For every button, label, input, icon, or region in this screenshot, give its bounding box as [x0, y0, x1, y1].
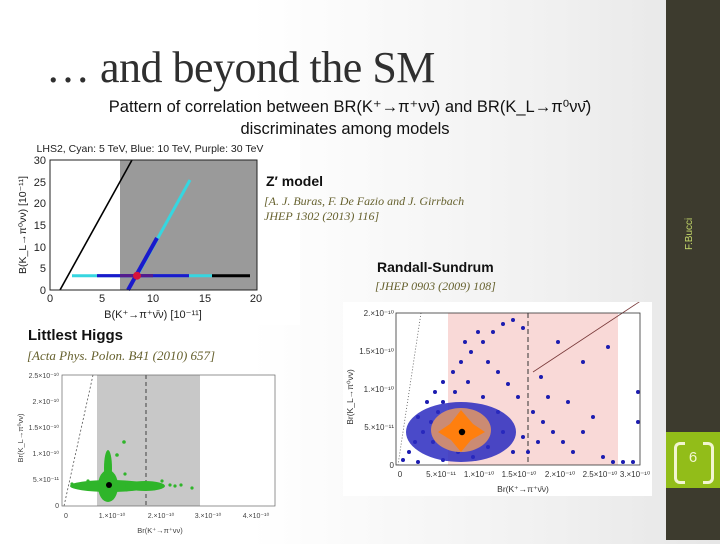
zprime-xlabel: B(K⁺→π⁺ν̄ν) [10⁻¹¹]	[104, 309, 202, 321]
svg-text:0: 0	[40, 285, 46, 297]
rs-xlabel: Br(K⁺→π⁺ν̄ν)	[497, 484, 549, 494]
lh-reference: [Acta Phys. Polon. B41 (2010) 657]	[27, 348, 216, 363]
svg-text:1.×10⁻¹⁰: 1.×10⁻¹⁰	[32, 450, 59, 458]
sm-point	[458, 428, 466, 436]
svg-text:4.×10⁻¹⁰: 4.×10⁻¹⁰	[243, 512, 270, 520]
svg-text:5.×10⁻¹¹: 5.×10⁻¹¹	[364, 423, 394, 432]
subtitle-line-1: Pattern of correlation between BR(K⁺→π⁺ν…	[108, 98, 592, 116]
svg-text:0: 0	[64, 513, 68, 520]
svg-text:3.×10⁻¹⁰: 3.×10⁻¹⁰	[195, 512, 222, 520]
svg-text:0: 0	[398, 470, 403, 479]
svg-text:1.×10⁻¹⁰: 1.×10⁻¹⁰	[99, 512, 126, 520]
lh-xlabel: Br(K⁺→π⁺νν)	[137, 526, 183, 535]
svg-text:3.×10⁻¹⁰: 3.×10⁻¹⁰	[620, 470, 650, 479]
rs-reference: [JHEP 0903 (2009) 108]	[375, 279, 496, 293]
author-label: F.Bucci	[684, 217, 695, 250]
lh-model-name: Littlest Higgs	[28, 327, 124, 344]
page-number: 6	[688, 449, 698, 466]
svg-text:10: 10	[147, 293, 159, 305]
svg-text:15: 15	[34, 220, 46, 232]
svg-text:20: 20	[34, 198, 46, 210]
svg-text:2.5×10⁻¹⁰: 2.5×10⁻¹⁰	[29, 372, 60, 380]
rs-ylabel: Br(K_L→π⁰νν)	[345, 369, 355, 425]
svg-text:15: 15	[199, 293, 211, 305]
svg-text:1.×10⁻¹⁰: 1.×10⁻¹⁰	[364, 385, 394, 394]
zprime-ref-line-1: [A. J. Buras, F. De Fazio and J. Girrbac…	[264, 194, 465, 208]
sm-point	[106, 482, 112, 488]
svg-text:0: 0	[55, 503, 59, 510]
svg-text:5: 5	[99, 293, 105, 305]
zprime-model-name: Z′ model	[266, 173, 324, 189]
svg-text:2.×10⁻¹⁰: 2.×10⁻¹⁰	[545, 470, 575, 479]
svg-text:20: 20	[250, 293, 262, 305]
svg-text:5.×10⁻¹¹: 5.×10⁻¹¹	[426, 470, 456, 479]
svg-text:25: 25	[34, 177, 46, 189]
svg-text:30: 30	[34, 155, 46, 167]
svg-text:2.×10⁻¹⁰: 2.×10⁻¹⁰	[148, 512, 175, 520]
svg-text:2.×10⁻¹⁰: 2.×10⁻¹⁰	[32, 398, 59, 406]
rs-plot: 0 5.×10⁻¹¹ 1.×10⁻¹⁰ 1.5×10⁻¹⁰ 2.×10⁻¹⁰ 0 5.×1…	[343, 272, 684, 496]
slide-title: … and beyond the SM	[46, 43, 435, 92]
svg-text:10: 10	[34, 242, 46, 254]
zprime-plot-title: LHS2, Cyan: 5 TeV, Blue: 10 TeV, Purple:…	[37, 143, 264, 155]
left-bracket-icon	[674, 442, 685, 484]
lh-ylabel: Br(K_L→π⁰νν)	[16, 413, 25, 463]
rs-model-name: Randall-Sundrum	[377, 259, 494, 275]
subtitle-line-2: discriminates among models	[240, 120, 450, 138]
svg-text:1.5×10⁻¹⁰: 1.5×10⁻¹⁰	[359, 347, 394, 356]
sm-point	[133, 271, 141, 280]
svg-text:0: 0	[390, 461, 395, 470]
svg-text:5: 5	[40, 263, 46, 275]
slide-subtitle: Pattern of correlation between BR(K⁺→π⁺ν…	[0, 96, 690, 140]
svg-text:1.5×10⁻¹⁰: 1.5×10⁻¹⁰	[29, 424, 60, 432]
zprime-ref-line-2: JHEP 1302 (2013) 116]	[264, 209, 380, 223]
lh-plot: 0 5.×10⁻¹¹ 1.×10⁻¹⁰ 1.5×10⁻¹⁰ 2.×10⁻¹⁰ 2.5×1…	[0, 368, 282, 540]
zprime-ylabel: B(K_L→π⁰νν) [10⁻¹¹]	[17, 176, 29, 274]
zprime-reference: [A. J. Buras, F. De Fazio and J. Girrbac…	[264, 194, 464, 224]
svg-text:2.×10⁻¹⁰: 2.×10⁻¹⁰	[364, 309, 394, 318]
zprime-plot: LHS2, Cyan: 5 TeV, Blue: 10 TeV, Purple:…	[0, 140, 300, 325]
page-number-box: 6	[666, 432, 720, 488]
svg-text:5.×10⁻¹¹: 5.×10⁻¹¹	[33, 477, 60, 484]
svg-text:1.5×10⁻¹⁰: 1.5×10⁻¹⁰	[502, 470, 537, 479]
svg-text:1.×10⁻¹⁰: 1.×10⁻¹⁰	[464, 470, 494, 479]
svg-text:2.5×10⁻¹⁰: 2.5×10⁻¹⁰	[583, 470, 618, 479]
right-bracket-icon	[703, 442, 714, 484]
svg-text:0: 0	[47, 293, 53, 305]
